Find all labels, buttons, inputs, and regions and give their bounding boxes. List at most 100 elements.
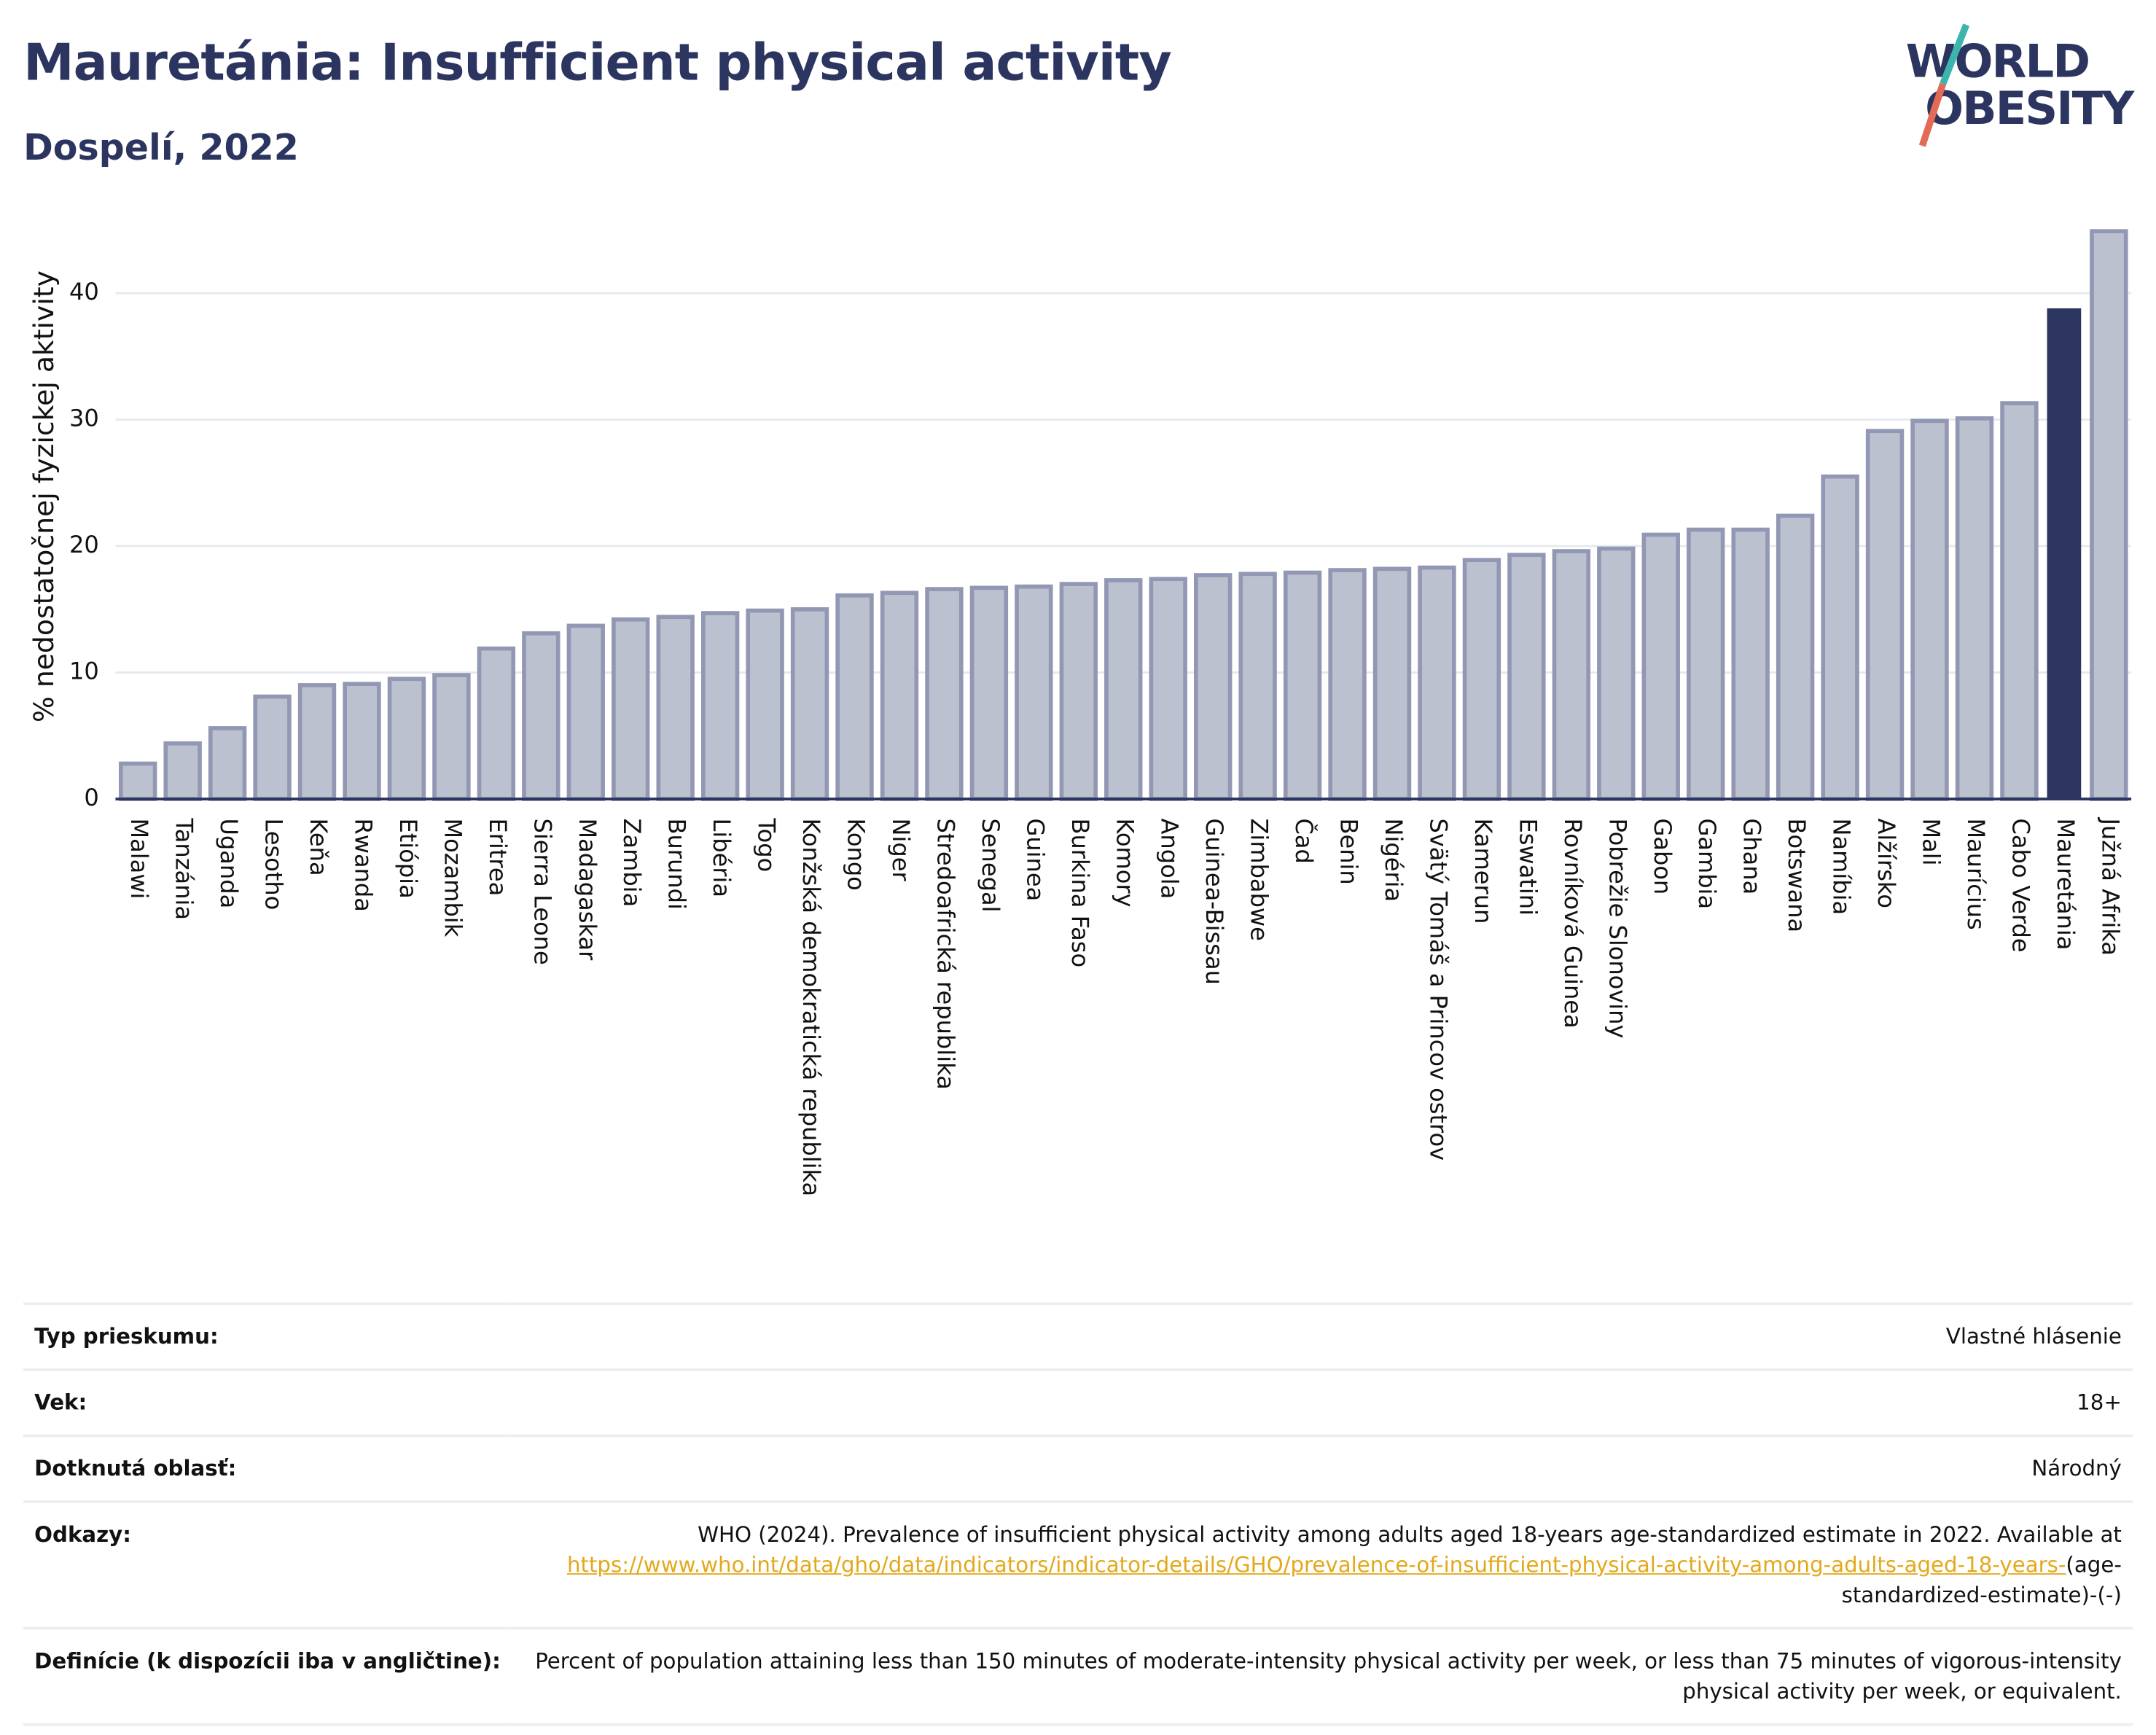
bar	[1776, 513, 1815, 801]
chart: % nedostatočnej fyzickej aktivity 0 10 20 3…	[28, 229, 2132, 1196]
x-tick-label: Lesotho	[260, 818, 288, 910]
logo-word: OBESITY	[1925, 81, 2134, 135]
bar	[1059, 582, 1098, 801]
bar	[1194, 573, 1233, 801]
row-value: 18+	[511, 1368, 2133, 1438]
x-tick-label: Svätý Tomáš a Princov ostrov	[1424, 818, 1452, 1161]
info-table: Typ prieskumu: Vlastné hlásenie Vek: 18+ Dot…	[23, 1302, 2133, 1726]
x-tick-label: Alžírsko	[1872, 818, 1900, 908]
x-tick-label: Komory	[1111, 818, 1138, 907]
x-tick-label: Malawi	[125, 818, 153, 899]
bar	[1597, 546, 1636, 801]
x-tick-label: Guinea-Bissau	[1200, 818, 1228, 984]
table-row: Vek: 18+	[23, 1368, 2133, 1438]
row-value: WHO (2024). Prevalence of insufficient p…	[511, 1500, 2133, 1630]
bar	[1507, 553, 1546, 801]
bar	[880, 590, 919, 801]
row-label: Dotknutá oblasť:	[23, 1434, 512, 1503]
x-tick-label: Eritrea	[484, 818, 512, 896]
logo-word: WORLD	[1905, 34, 2090, 88]
logo: WORLD OBESITY	[1905, 34, 2135, 135]
x-tick-label: Nigéria	[1380, 818, 1407, 902]
bar	[253, 694, 292, 801]
x-tick-label: Sierra Leone	[528, 818, 556, 964]
x-tick-label: Mauretánia	[2052, 818, 2079, 950]
x-tick-label: Angola	[1156, 818, 1184, 899]
bar	[1015, 584, 1053, 801]
table-row: Typ prieskumu: Vlastné hlásenie	[23, 1302, 2133, 1371]
row-label: Typ prieskumu:	[23, 1302, 512, 1371]
logo-slash	[1918, 23, 1970, 147]
x-tick-label: Keňa	[305, 818, 332, 876]
y-tick-label: 20	[69, 531, 99, 558]
x-tick-label: Pobrežie Slonoviny	[1604, 818, 1631, 1038]
x-tick-label: Konžská demokratická republika	[797, 818, 825, 1196]
x-tick-label: Kamerun	[1469, 818, 1497, 924]
x-tick-label: Madagaskar	[574, 818, 601, 961]
x-tick-label: Uganda	[215, 818, 243, 908]
bar	[656, 615, 695, 801]
x-tick-label: Stredoafrická republika	[931, 818, 959, 1089]
bar	[566, 623, 605, 801]
x-tick-label: Mali	[1918, 818, 1945, 865]
table-row: Dotknutá oblasť: Národný	[23, 1434, 2133, 1503]
title: Mauretánia: Insufficient physical activi…	[23, 33, 1172, 93]
x-tick-label: Južná Afrika	[2096, 816, 2124, 956]
x-tick-label: Guinea	[1021, 818, 1049, 901]
reference-link[interactable]: https://www.who.int/data/gho/data/indica…	[566, 1552, 2066, 1578]
bar	[343, 682, 381, 801]
y-tick-label: 0	[84, 784, 98, 811]
x-tick-label: Botswana	[1783, 818, 1811, 932]
bar	[1687, 527, 1725, 801]
bar	[1238, 572, 1277, 801]
bar	[1731, 527, 1770, 801]
y-tick-label: 10	[69, 658, 99, 685]
bar	[1910, 418, 1949, 801]
bar	[746, 608, 784, 801]
y-tick-label: 40	[69, 278, 99, 305]
x-tick-label: Ghana	[1738, 818, 1766, 894]
x-tick-label: Namíbia	[1828, 818, 1856, 915]
x-tick-label: Gabon	[1649, 818, 1676, 894]
bar	[477, 646, 516, 801]
x-tick-label: Čad	[1290, 818, 1319, 863]
bar	[432, 673, 471, 801]
bar	[2047, 308, 2082, 800]
bar	[163, 741, 202, 801]
x-tick-label: Eswatini	[1514, 818, 1542, 916]
y-tick-label: 30	[69, 405, 99, 432]
bar	[208, 726, 247, 801]
row-label: Odkazy:	[23, 1500, 512, 1630]
bar	[522, 631, 561, 801]
bar	[1149, 577, 1187, 801]
table-row: Odkazy: WHO (2024). Prevalence of insuffi…	[23, 1500, 2133, 1630]
bar	[1955, 416, 1994, 801]
bar	[2090, 229, 2128, 801]
x-tick-label: Zimbabwe	[1246, 818, 1273, 940]
bar	[1328, 568, 1367, 801]
x-tick-label: Benin	[1335, 818, 1363, 884]
x-tick-label: Burkina Faso	[1066, 818, 1094, 967]
table-row: Definície (k dispozícii iba v angličtine…	[23, 1626, 2133, 1726]
x-tick-label: Burundi	[663, 818, 691, 909]
bar	[1552, 549, 1591, 801]
bar	[1283, 570, 1322, 801]
x-tick-label: Mozambik	[439, 818, 466, 937]
x-tick-label: Kongo	[843, 818, 870, 890]
x-tick-label: Niger	[887, 818, 915, 881]
subtitle: Dospelí, 2022	[23, 128, 299, 170]
bar	[1821, 474, 1859, 801]
bar	[925, 587, 964, 801]
row-value: Národný	[511, 1434, 2133, 1503]
bar	[790, 607, 829, 801]
x-tick-label: Zambia	[618, 818, 646, 907]
row-value: Vlastné hlásenie	[511, 1302, 2133, 1371]
x-tick-label: Libéria	[708, 818, 735, 897]
bar	[1462, 558, 1501, 801]
bar	[119, 761, 157, 801]
x-tick-label: Togo	[753, 817, 781, 872]
row-label: Definície (k dispozícii iba v angličtine…	[23, 1626, 512, 1726]
bar	[1104, 578, 1143, 801]
bar	[297, 683, 337, 801]
